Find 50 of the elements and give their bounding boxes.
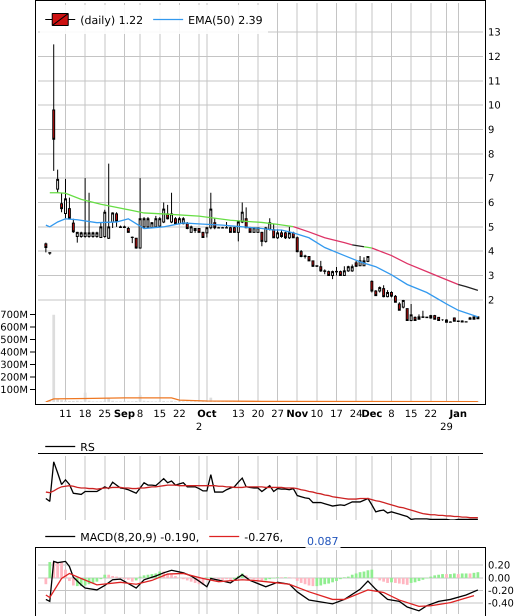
y2-tick-label: 100M [0, 385, 28, 396]
x-tick-label: 24 [350, 409, 363, 420]
y-tick-label: 0.20 [488, 560, 510, 572]
y-tick-label: 3 [488, 270, 494, 282]
y-tick-label: 11 [488, 76, 501, 88]
x-tick-label: Dec [361, 409, 382, 420]
legend-label: (daily) 1.22 [80, 14, 144, 27]
x-tick-label: Jan [448, 409, 468, 420]
x-tick-label: 20 [252, 409, 264, 420]
y2-tick-label: 600M [0, 322, 28, 334]
x-tick-label: 11 [59, 409, 72, 420]
y-tick-label: -0.40 [488, 598, 514, 610]
x-tick-label: 15 [404, 409, 418, 420]
legend-label: EMA(50) 2.39 [188, 14, 263, 27]
x-tick-label: 29 [440, 422, 453, 433]
y2-tick-label: 300M [0, 360, 28, 372]
y-tick-label: 7 [488, 174, 494, 185]
x-tick-label: Oct [197, 409, 217, 420]
x-tick-label: 22 [424, 409, 438, 420]
x-tick-label: 17 [330, 409, 343, 420]
x-tick-label: 18 [78, 409, 92, 420]
x-tick-label: 13 [232, 409, 245, 420]
x-tick-label: 8 [136, 409, 144, 420]
y-tick-label: 8 [488, 149, 494, 160]
y-tick-label: -0.20 [488, 586, 514, 598]
y-tick-label: 10 [488, 100, 501, 112]
x-tick-label: Nov [286, 409, 309, 420]
y2-tick-label: 500M [0, 335, 28, 346]
x-tick-label: 10 [310, 409, 324, 420]
x-tick-label: 15 [153, 409, 166, 420]
text: 0.087 [307, 535, 338, 548]
x-tick-label: 22 [173, 409, 186, 420]
y2-tick-label: 700M [0, 310, 28, 322]
y-tick-label: 2 [488, 295, 494, 306]
x-tick-label: 25 [98, 409, 112, 420]
x-tick-label: Sep [114, 409, 135, 420]
legend-label: -0.276, [244, 530, 284, 544]
x-tick-label: 27 [271, 409, 284, 420]
legend-label: RS [80, 440, 95, 454]
y-tick-label: 0.00 [488, 573, 510, 584]
y-tick-label: 9 [488, 125, 494, 136]
y-tick-label: 6 [488, 198, 494, 209]
legend-label: MACD(8,20,9) -0.190, [80, 530, 200, 544]
y-tick-label: 4 [488, 246, 494, 258]
y-tick-label: 12 [488, 52, 501, 64]
x-tick-label: 8 [388, 409, 395, 420]
y2-tick-label: 200M [0, 372, 28, 384]
y2-tick-label: 400M [0, 348, 28, 359]
y-tick-label: 5 [488, 222, 494, 234]
y-tick-label: 13 [488, 28, 501, 39]
